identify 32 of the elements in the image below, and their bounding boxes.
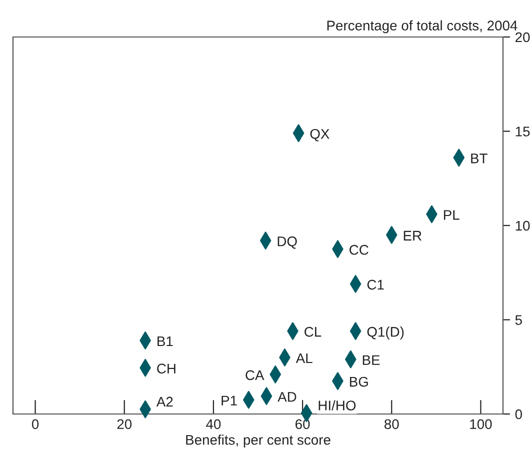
y-tick-label: 15	[516, 126, 530, 136]
annotation: A2	[156, 396, 173, 407]
annotation: B1	[158, 336, 173, 346]
annotation: AD	[278, 392, 296, 402]
annotation: BE	[362, 355, 380, 365]
x-tick-label: 100	[470, 419, 492, 430]
annotation: CA	[246, 370, 264, 380]
annotation: AL	[296, 353, 312, 364]
annotation: P1	[222, 396, 237, 406]
annotation: CL	[304, 326, 322, 337]
y-tick-label: 20	[516, 32, 530, 42]
annotation: PL	[444, 210, 460, 220]
annotation: CC	[350, 244, 368, 255]
y-tick-label: 10	[516, 220, 530, 231]
annotation: BT	[471, 154, 488, 164]
x-tick-label: 0	[32, 419, 39, 430]
annotation: ER	[404, 230, 422, 240]
annotation: QX	[310, 128, 330, 142]
annotation: Q1(D)	[367, 326, 404, 340]
annotation: C1	[367, 280, 384, 290]
y-tick-label: 0	[515, 409, 522, 420]
annotation: DQ	[278, 236, 297, 249]
annotation: CH	[157, 364, 176, 374]
x-tick-label: 40	[206, 419, 221, 430]
x-tick-label: 60	[296, 419, 310, 430]
annotation: BG	[350, 376, 368, 387]
y-axis-title: Percentage of total costs, 2004	[327, 20, 518, 34]
y-tick-label: 5	[515, 315, 522, 325]
x-tick-label: 80	[384, 419, 399, 430]
annotation: HI/HO	[318, 400, 356, 410]
x-axis-title: Benefits, per cent score	[186, 434, 330, 448]
x-tick-label: 20	[117, 419, 132, 430]
